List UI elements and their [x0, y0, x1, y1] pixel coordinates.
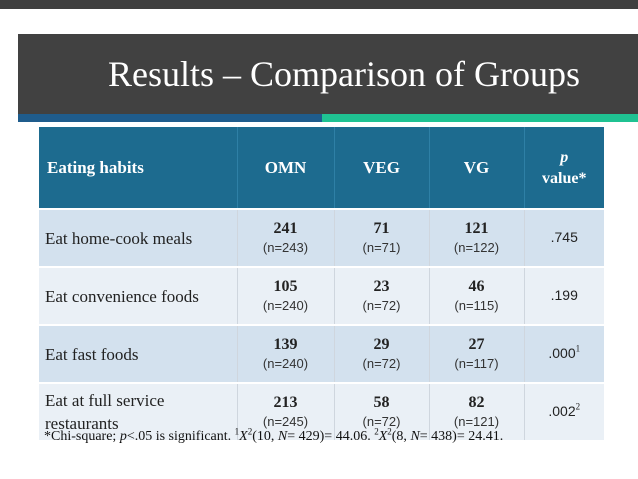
accent-bar-left — [18, 114, 322, 122]
header-vg: VG — [429, 127, 525, 209]
omn-cell: 105 (n=240) — [237, 266, 335, 325]
p-value-ref: 2 — [575, 401, 581, 412]
footnote-result-1: = 429)= 44.06. — [287, 429, 375, 444]
omn-cell: 241 (n=243) — [237, 208, 335, 267]
omn-n: (n=245) — [262, 414, 309, 429]
table-header-row: Eating habits OMN VEG VG p value* — [39, 127, 604, 209]
results-table: Eating habits OMN VEG VG p value* Eat ho… — [39, 127, 604, 440]
veg-count: 23 — [373, 278, 390, 295]
veg-n: (n=72) — [362, 298, 401, 313]
footnote-exponent-2: 2 — [387, 426, 392, 437]
vg-count: 121 — [464, 220, 489, 237]
omn-count: 105 — [273, 278, 298, 295]
veg-n: (n=72) — [362, 356, 401, 371]
veg-cell: 29 (n=72) — [334, 324, 430, 383]
vg-n: (n=122) — [453, 240, 500, 255]
footnote-exponent-1: 2 — [247, 426, 253, 437]
slide-title: Results – Comparison of Groups — [108, 54, 580, 94]
habit-cell: Eat home-cook meals — [39, 208, 238, 267]
omn-cell: 213 (n=245) — [237, 382, 335, 440]
omn-n: (n=240) — [262, 356, 309, 371]
vg-cell: 121 (n=122) — [429, 208, 525, 267]
habit-cell: Eat fast foods — [39, 324, 238, 383]
vg-count: 46 — [468, 278, 485, 295]
p-value-cell: .745 — [524, 208, 604, 267]
vg-count: 82 — [468, 394, 485, 411]
top-strip — [0, 0, 638, 9]
accent-bar-right — [322, 114, 638, 122]
table-row: Eat fast foods 139 (n=240) 29 (n=72) 27 (n=… — [39, 324, 604, 383]
veg-cell: 23 (n=72) — [334, 266, 430, 325]
footnote: *Chi-square; p<.05 is significant. 1X2(1… — [44, 426, 634, 446]
vg-cell: 46 (n=115) — [429, 266, 525, 325]
footnote-p-symbol: p — [119, 429, 127, 444]
footnote-ref-2: 2 — [374, 426, 379, 437]
footnote-ref-1: 1 — [234, 426, 240, 437]
header-eating-habits: Eating habits — [39, 127, 238, 209]
vg-cell: 27 (n=117) — [429, 324, 525, 383]
vg-n: (n=117) — [454, 356, 499, 371]
omn-n: (n=243) — [262, 240, 309, 255]
omn-n: (n=240) — [262, 298, 309, 313]
p-value-ref: 1 — [575, 343, 581, 354]
veg-count: 29 — [373, 336, 390, 353]
vg-n: (n=115) — [454, 298, 499, 313]
vg-count: 27 — [468, 336, 485, 353]
footnote-open-2: (8, — [391, 429, 411, 444]
veg-count: 71 — [373, 220, 390, 237]
footnote-significance: <.05 is significant. — [126, 429, 235, 444]
omn-count: 213 — [273, 394, 298, 411]
table-row: Eat convenience foods 105 (n=240) 23 (n=72… — [39, 266, 604, 325]
header-veg: VEG — [334, 127, 430, 209]
header-p-label: value* — [542, 169, 587, 187]
p-value-cell: .0022 — [524, 382, 604, 440]
veg-cell: 58 (n=72) — [334, 382, 430, 440]
footnote-chi-symbol-1: X — [239, 429, 248, 444]
header-p-value: p value* — [524, 127, 604, 209]
omn-cell: 139 (n=240) — [237, 324, 335, 383]
vg-n: (n=121) — [453, 414, 500, 429]
title-bar — [18, 34, 638, 114]
footnote-chi-symbol-2: X — [378, 429, 388, 444]
footnote-open-1: (10, — [252, 429, 278, 444]
footnote-n-symbol-1: N — [277, 429, 288, 444]
footnote-n-symbol-2: N — [410, 429, 420, 444]
header-p-symbol: p — [560, 148, 569, 166]
p-value: .745 — [550, 229, 578, 245]
footnote-result-2: = 438)= 24.41. — [419, 429, 504, 444]
habit-cell: Eat convenience foods — [39, 266, 238, 325]
header-omn: OMN — [237, 127, 335, 209]
p-value: .002 — [548, 403, 576, 419]
veg-n: (n=71) — [362, 240, 401, 255]
p-value: .199 — [550, 287, 578, 303]
table-row: Eat home-cook meals 241 (n=243) 71 (n=71) … — [39, 208, 604, 267]
habit-cell: Eat at full service restaurants — [39, 382, 238, 440]
omn-count: 241 — [273, 220, 298, 237]
veg-count: 58 — [373, 394, 390, 411]
veg-n: (n=72) — [362, 414, 401, 429]
footnote-prefix: *Chi-square; — [44, 429, 120, 444]
vg-cell: 82 (n=121) — [429, 382, 525, 440]
p-value: .000 — [548, 345, 576, 361]
table-row: Eat at full service restaurants 213 (n=24… — [39, 382, 604, 440]
p-value-cell: .199 — [524, 266, 604, 325]
veg-cell: 71 (n=71) — [334, 208, 430, 267]
p-value-cell: .0001 — [524, 324, 604, 383]
omn-count: 139 — [273, 336, 298, 353]
